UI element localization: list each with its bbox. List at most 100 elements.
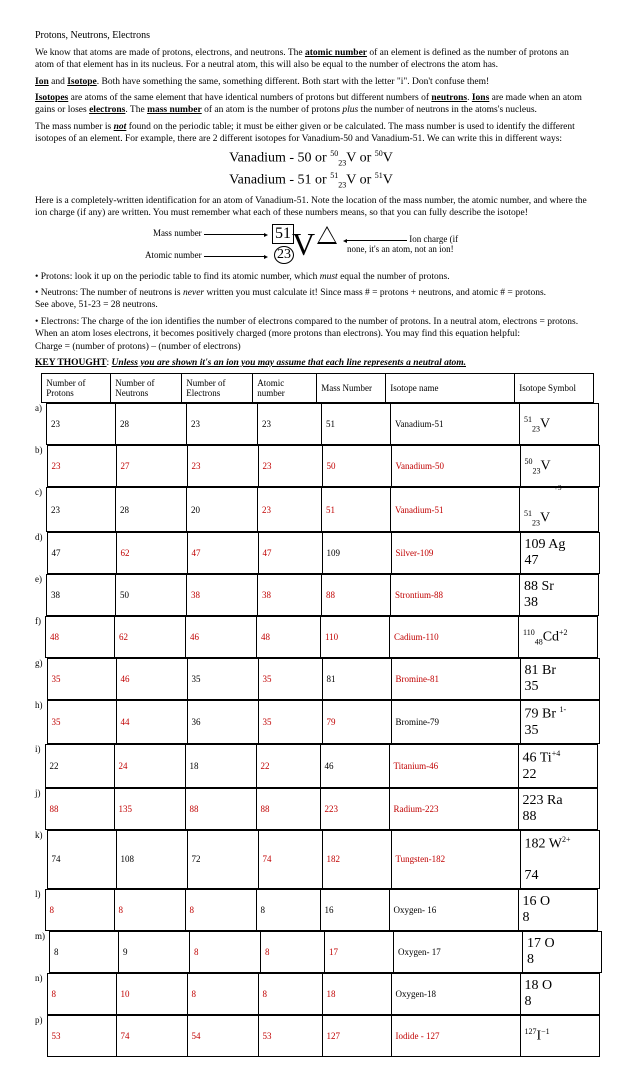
table-cell: 35 [187, 659, 258, 700]
table-cell: 28 [116, 404, 187, 445]
table-cell: 108 [116, 830, 187, 889]
table-cell: Oxygen- 16 [389, 890, 518, 931]
table-cell: 47 [258, 533, 322, 574]
para-5: Here is a completely-written identificat… [35, 195, 587, 220]
row-label: c) [35, 487, 46, 532]
table-cell: 23 [258, 488, 322, 532]
table-cell: 23 [187, 446, 258, 487]
row-label: e) [35, 574, 46, 616]
row-label: d) [35, 532, 47, 574]
row-label: g) [35, 658, 47, 700]
table-cell: 72 [187, 830, 258, 889]
table-cell: 23 [47, 404, 116, 445]
table-cell: 46 [320, 744, 389, 787]
table-cell: 8 [45, 890, 114, 931]
table-cell: 223 [320, 788, 389, 829]
row-label: k) [35, 830, 47, 890]
para-4: The mass number is not found on the peri… [35, 121, 587, 146]
isotope-symbol: 11048Cd+2 [519, 617, 598, 658]
table-cell: Vanadium-50 [391, 446, 520, 487]
nuclide-diagram: Mass number Atomic number 51 V 23 Ion ch… [35, 226, 587, 263]
table-cell: 51 [322, 488, 391, 532]
para-3: Isotopes are atoms of the same element t… [35, 92, 587, 117]
table-cell: 51 [322, 404, 391, 445]
table-header: Number of Neutrons [111, 374, 182, 403]
table-cell: 23 [47, 446, 116, 487]
isotope-symbol: 16 O 8 [518, 890, 597, 931]
row-label: f) [35, 616, 45, 658]
table-cell: 22 [45, 744, 114, 787]
isotope-symbol: 109 Ag47 [520, 533, 599, 574]
table-cell: 50 [116, 575, 187, 616]
table-header: Atomic number [253, 374, 317, 403]
table-cell: 135 [114, 788, 185, 829]
table-cell: 17 [325, 932, 394, 973]
table-cell: 109 [322, 533, 391, 574]
row-label: n) [35, 973, 47, 1015]
table-cell: 35 [47, 701, 116, 744]
table-cell: 18 [185, 744, 256, 787]
table-cell: 79 [322, 701, 391, 744]
table-cell: 35 [258, 701, 322, 744]
table-cell: 50 [322, 446, 391, 487]
table-cell: 54 [187, 1016, 258, 1057]
table-cell: 8 [190, 932, 261, 973]
table-cell: 23 [187, 404, 258, 445]
bullet-2: • Neutrons: The number of neutrons is ne… [35, 287, 587, 312]
table-cell: Titanium-46 [389, 744, 518, 787]
table-cell: Oxygen- 17 [394, 932, 523, 973]
isotope-symbol: 17 O 8 [523, 932, 602, 973]
key-thought: KEY THOUGHT: Unless you are shown it's a… [35, 357, 587, 369]
table-cell: 8 [261, 932, 325, 973]
table-cell: Vanadium-51 [391, 488, 520, 532]
table-cell: Bromine-79 [391, 701, 520, 744]
table-cell: 35 [47, 659, 116, 700]
table-cell: 8 [258, 974, 322, 1015]
table-cell: 10 [116, 974, 187, 1015]
table-cell: 20 [187, 488, 258, 532]
para-2: Ion and Isotope. Both have something the… [35, 76, 587, 88]
table-cell: 127 [322, 1016, 391, 1057]
table-cell: Iodide - 127 [391, 1016, 520, 1057]
table-cell: 62 [116, 533, 187, 574]
table-cell: 53 [258, 1016, 322, 1057]
table-cell: 74 [258, 830, 322, 889]
table-cell: 8 [185, 890, 256, 931]
table-cell: 8 [47, 974, 116, 1015]
table-cell: Bromine-81 [391, 659, 520, 700]
row-label: m) [35, 931, 49, 973]
table-cell: 27 [116, 446, 187, 487]
row-label: h) [35, 700, 47, 744]
table-header: Isotope Symbol [515, 374, 594, 403]
isotope-symbol: 223 Ra88 [518, 788, 597, 829]
table-cell: 88 [185, 788, 256, 829]
row-label: a) [35, 403, 46, 445]
isotope-symbol: 81 Br35 [520, 659, 599, 700]
table-cell: Cadium-110 [390, 617, 519, 658]
table-cell: 48 [46, 617, 115, 658]
table-cell: 46 [186, 617, 257, 658]
page-title: Protons, Neutrons, Electrons [35, 30, 587, 41]
table-cell: 35 [258, 659, 322, 700]
table-cell: 62 [115, 617, 186, 658]
table-header: Number of Electrons [182, 374, 253, 403]
table-cell: 38 [187, 575, 258, 616]
table-cell: 47 [187, 533, 258, 574]
equation-2: Vanadium - 51 or 5123V or 51V [35, 171, 587, 191]
table-cell: Radium-223 [389, 788, 518, 829]
table-header: Isotope name [386, 374, 515, 403]
bullet-1: • Protons: look it up on the periodic ta… [35, 271, 587, 283]
table-cell: 16 [320, 890, 389, 931]
isotope-symbol: +35123V [520, 488, 599, 532]
table-cell: 88 [45, 788, 114, 829]
table-header: Mass Number [317, 374, 386, 403]
row-label: b) [35, 445, 47, 487]
table-cell: 18 [322, 974, 391, 1015]
row-label: i) [35, 744, 45, 788]
table-cell: 38 [47, 575, 116, 616]
table-cell: 24 [114, 744, 185, 787]
table-cell: 53 [47, 1016, 116, 1057]
isotope-symbol: 46 Ti+422 [518, 744, 597, 787]
table-header: Number of Protons [42, 374, 111, 403]
row-label: p) [35, 1015, 47, 1057]
